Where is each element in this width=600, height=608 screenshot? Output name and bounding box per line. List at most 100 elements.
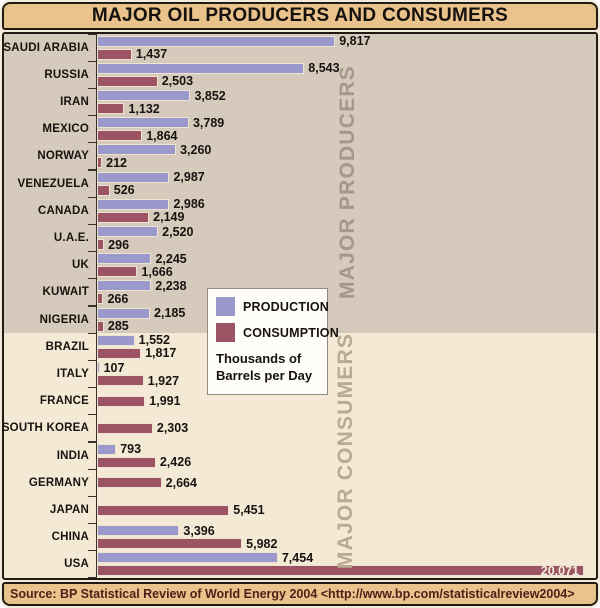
country-row: ITALY 107 1,927 [4, 360, 596, 388]
source-text: Source: BP Statistical Review of World E… [10, 587, 575, 601]
country-row: SAUDI ARABIA 9,817 1,437 [4, 34, 596, 61]
country-label: IRAN [60, 96, 89, 108]
axis-tick [88, 60, 97, 62]
consumption-bar [97, 375, 144, 387]
production-bar [97, 62, 305, 74]
axis-tick [88, 414, 97, 416]
axis-tick [88, 278, 97, 280]
production-bar [97, 171, 170, 183]
axis-tick [88, 577, 97, 578]
value-label: 1,132 [128, 101, 160, 116]
bar-group: 1,552 1,817 [96, 333, 596, 360]
production-swatch-icon [216, 297, 235, 316]
production-bar [97, 90, 191, 101]
bar-group: 2,986 2,149 [96, 197, 596, 224]
production-bar [97, 253, 152, 265]
value-label: 1,864 [146, 128, 178, 143]
axis-tick [88, 441, 97, 443]
value-label: 8,543 [308, 61, 340, 76]
value-label: 2,664 [165, 475, 197, 490]
value-label: 212 [106, 155, 127, 170]
country-label: ITALY [56, 368, 89, 381]
country-label: KUWAIT [42, 286, 89, 299]
consumption-bar [97, 477, 162, 489]
country-row: U.A.E. 2,520 296 [4, 224, 596, 252]
country-row: SOUTH KOREA 2,303 [4, 415, 596, 442]
axis-tick [88, 550, 97, 552]
axis-tick [88, 169, 97, 171]
value-label: 2,520 [162, 224, 194, 239]
bar-group: 2,238 266 [96, 279, 596, 306]
value-label: 2,185 [154, 306, 186, 321]
value-label: 3,789 [192, 115, 225, 130]
production-bar [97, 280, 152, 292]
axis-tick [88, 142, 97, 144]
consumption-bar [97, 130, 143, 142]
value-label: 1,552 [138, 333, 170, 348]
bar-group: 3,396 5,982 [96, 524, 596, 551]
bar-group: 3,260 212 [96, 143, 596, 170]
axis-tick [88, 495, 97, 497]
axis-tick [88, 251, 97, 253]
value-label: 2,149 [153, 210, 185, 225]
value-label: 1,437 [135, 47, 168, 62]
consumption-bar: 20,071 [97, 563, 585, 578]
value-label: 3,852 [194, 88, 226, 103]
consumption-bar [97, 75, 158, 87]
country-label: UK [71, 259, 89, 272]
country-label: SAUDI ARABIA [3, 41, 89, 54]
bar-group: 2,664 [96, 469, 596, 496]
legend-production-row: PRODUCTION [216, 297, 329, 316]
country-label: USA [64, 558, 89, 571]
value-label: 2,986 [173, 197, 205, 212]
consumption-bar [97, 266, 138, 278]
country-row: KUWAIT 2,238 266 [4, 279, 596, 306]
country-row: INDIA 793 2,426 [4, 442, 596, 469]
country-label: JAPAN [49, 504, 89, 517]
value-label: 285 [107, 319, 129, 334]
consumption-bar [97, 103, 125, 114]
value-label: 793 [120, 442, 142, 457]
legend-box: PRODUCTION CONSUMPTION Thousands of Barr… [207, 288, 339, 395]
production-legend-label: PRODUCTION [243, 299, 330, 314]
country-label: FRANCE [39, 395, 89, 408]
bar-group: 2,303 [96, 415, 596, 442]
chart-panel: SAUDI ARABIA 9,817 1,437 RUSSIA 8,543 2,503 IR… [2, 32, 598, 580]
bar-group: 5,451 [96, 496, 596, 523]
country-row: MEXICO 3,789 1,864 [4, 116, 596, 143]
country-label: CHINA [51, 531, 89, 544]
producers-band-label: MAJOR PRODUCERS [336, 65, 359, 299]
axis-tick [88, 305, 97, 307]
value-label: 296 [108, 237, 130, 252]
production-bar [97, 35, 336, 47]
country-label: NIGERIA [39, 313, 89, 326]
consumption-bar [97, 157, 103, 169]
country-row: BRAZIL 1,552 1,817 [4, 333, 596, 360]
source-bar: Source: BP Statistical Review of World E… [2, 582, 598, 606]
country-row: USA 7,454 20,071 [4, 551, 596, 578]
bar-group: 9,817 1,437 [96, 34, 596, 61]
country-label: INDIA [56, 449, 89, 462]
country-label: GERMANY [28, 476, 89, 489]
country-row: JAPAN 5,451 [4, 496, 596, 523]
axis-tick [88, 386, 97, 389]
consumption-legend-label: CONSUMPTION [243, 325, 339, 340]
value-label: 20,071 [540, 563, 580, 578]
bar-group: 107 1,927 [96, 360, 596, 388]
bar-group: 2,245 1,666 [96, 252, 596, 279]
consumers-band-label: MAJOR CONSUMERS [334, 332, 357, 570]
bar-group: 2,520 296 [96, 224, 596, 252]
bar-group: 3,789 1,864 [96, 116, 596, 143]
consumption-bar [97, 538, 243, 550]
consumption-bar [97, 211, 150, 223]
country-row: CHINA 3,396 5,982 [4, 524, 596, 551]
value-label: 5,982 [246, 536, 278, 551]
country-label: SOUTH KOREA [2, 422, 89, 435]
consumption-bar [97, 184, 110, 196]
axis-tick [88, 522, 97, 525]
production-bar [97, 226, 159, 238]
production-bar [97, 307, 151, 319]
axis-tick [88, 468, 97, 470]
value-label: 5,451 [233, 503, 265, 518]
value-label: 266 [107, 291, 129, 306]
